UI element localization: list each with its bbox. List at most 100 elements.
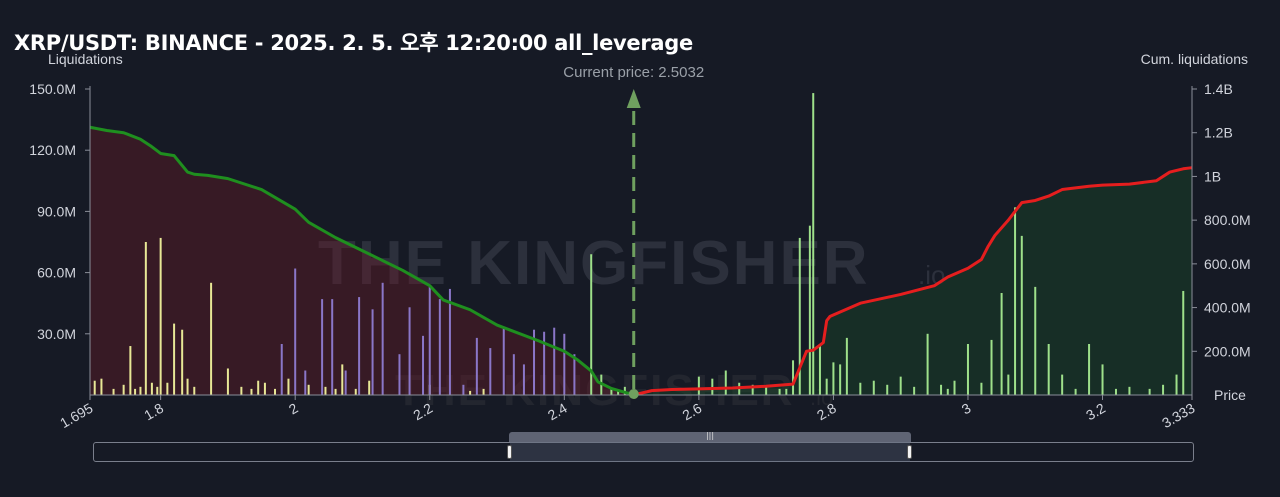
y-right-tick-label: 200.0M [1204, 343, 1251, 359]
liquidation-bar [913, 386, 916, 395]
liquidation-bar [462, 384, 465, 395]
liquidation-bar [274, 388, 277, 395]
short-cum-fill [90, 127, 634, 395]
liquidation-bar [899, 376, 902, 395]
liquidation-bar [832, 362, 835, 395]
liquidation-bar [139, 386, 142, 395]
liquidation-bar [590, 254, 593, 395]
range-navigator-grip[interactable] [509, 432, 911, 442]
liquidation-bar [134, 388, 137, 395]
y-right-axis-label: Cum. liquidations [1141, 51, 1248, 67]
liquidation-bar [263, 382, 266, 395]
liquidation-bar [1128, 386, 1131, 395]
liquidation-bar [697, 376, 700, 395]
liquidation-bar [341, 364, 344, 395]
liquidation-bar [785, 388, 788, 395]
liquidation-bar [886, 384, 889, 395]
liquidation-bar [711, 378, 714, 395]
liquidation-bar [354, 388, 357, 395]
cumulative-short-line [89, 125, 635, 397]
liquidation-bar [226, 368, 229, 395]
long-cum-fill [633, 167, 1192, 395]
liquidation-bar [1175, 374, 1178, 395]
liquidation-bar [839, 364, 842, 395]
range-navigator[interactable] [93, 442, 1194, 462]
liquidation-bar [482, 388, 485, 395]
range-handle-left[interactable] [507, 445, 512, 459]
liquidation-bar [808, 225, 811, 395]
liquidation-bar [358, 297, 361, 395]
liquidation-bar [129, 346, 132, 395]
liquidation-bar [845, 337, 848, 395]
liquidation-bar [980, 382, 983, 395]
liquidation-bar [1034, 286, 1037, 395]
liquidation-bar [438, 299, 441, 395]
liquidation-bar [166, 382, 169, 395]
liquidation-bar [112, 388, 115, 395]
liquidation-bar [475, 337, 478, 395]
liquidation-bar [150, 382, 153, 395]
y-left-tick-label: 150.0M [29, 81, 76, 97]
liquidation-bar [1061, 374, 1064, 395]
axes: 30.0M 60.0M 90.0M 120.0M 150.0M 200.0M 400.0M 6… [29, 51, 1250, 431]
liquidation-bar [533, 329, 536, 395]
y-left-tick-label: 30.0M [37, 326, 76, 342]
liquidation-bar [398, 354, 401, 395]
y-left-axis-label: Liquidations [48, 51, 123, 67]
liquidation-bar [812, 93, 815, 395]
liquidation-bar [448, 288, 451, 395]
x-tick-label: 1.8 [141, 400, 166, 424]
liquidation-bar [428, 286, 431, 395]
liquidation-bar [334, 388, 337, 395]
liquidation-bar [940, 384, 943, 395]
x-tick-label: 3.333 [1159, 400, 1198, 431]
liquidation-bar [765, 386, 768, 395]
liquidation-bar [280, 344, 283, 395]
liquidation-bar [381, 282, 384, 395]
liquidation-bar [193, 386, 196, 395]
y-left-tick-label: 120.0M [29, 142, 76, 158]
liquidation-bar [331, 299, 334, 395]
y-right-tick-label: 800.0M [1204, 212, 1251, 228]
liquidation-bars [93, 93, 1185, 395]
y-right-tick-label: 600.0M [1204, 256, 1251, 272]
y-right-tick-label: 1.4B [1204, 81, 1233, 97]
liquidation-bar [1074, 388, 1077, 395]
liquidation-bar [371, 309, 374, 395]
cumulative-area-fills [90, 127, 1192, 395]
liquidation-bar [1014, 207, 1017, 395]
liquidation-bar [724, 370, 727, 395]
liquidation-bar [186, 378, 189, 395]
liquidation-bar [543, 331, 546, 395]
liquidation-bar [966, 344, 969, 395]
liquidation-bar [610, 388, 613, 395]
liquidation-bar [294, 268, 297, 395]
range-navigator-window[interactable] [510, 442, 910, 462]
x-tick-label: 3 [959, 400, 974, 418]
liquidation-bar [422, 335, 425, 395]
watermark-text: THE KINGFISHER [318, 229, 870, 298]
liquidation-bar [926, 333, 929, 395]
x-tick-label: 1.695 [57, 400, 96, 431]
x-tick-label: 2 [286, 400, 301, 418]
liquidation-bar [368, 380, 371, 395]
chart-title: XRP/USDT: BINANCE - 2025. 2. 5. 오후 12:20… [14, 31, 693, 55]
liquidation-bar [344, 370, 347, 395]
liquidation-bar [250, 388, 253, 395]
grip-icon: ||| [705, 431, 715, 440]
liquidation-bar [287, 378, 290, 395]
liquidation-bar [122, 384, 125, 395]
liquidation-bar [825, 378, 828, 395]
liquidation-bar [522, 364, 525, 395]
y-right-tick-label: 1B [1204, 168, 1221, 184]
liquidation-bar [818, 346, 821, 395]
liquidation-bar [859, 382, 862, 395]
cumulative-lines [89, 125, 1193, 397]
liquidation-bar [563, 333, 566, 395]
liquidation-bar [1162, 384, 1165, 395]
liquidation-bar [321, 299, 324, 395]
liquidation-bar [946, 388, 949, 395]
liquidation-bar [872, 380, 875, 395]
range-handle-right[interactable] [907, 445, 912, 459]
